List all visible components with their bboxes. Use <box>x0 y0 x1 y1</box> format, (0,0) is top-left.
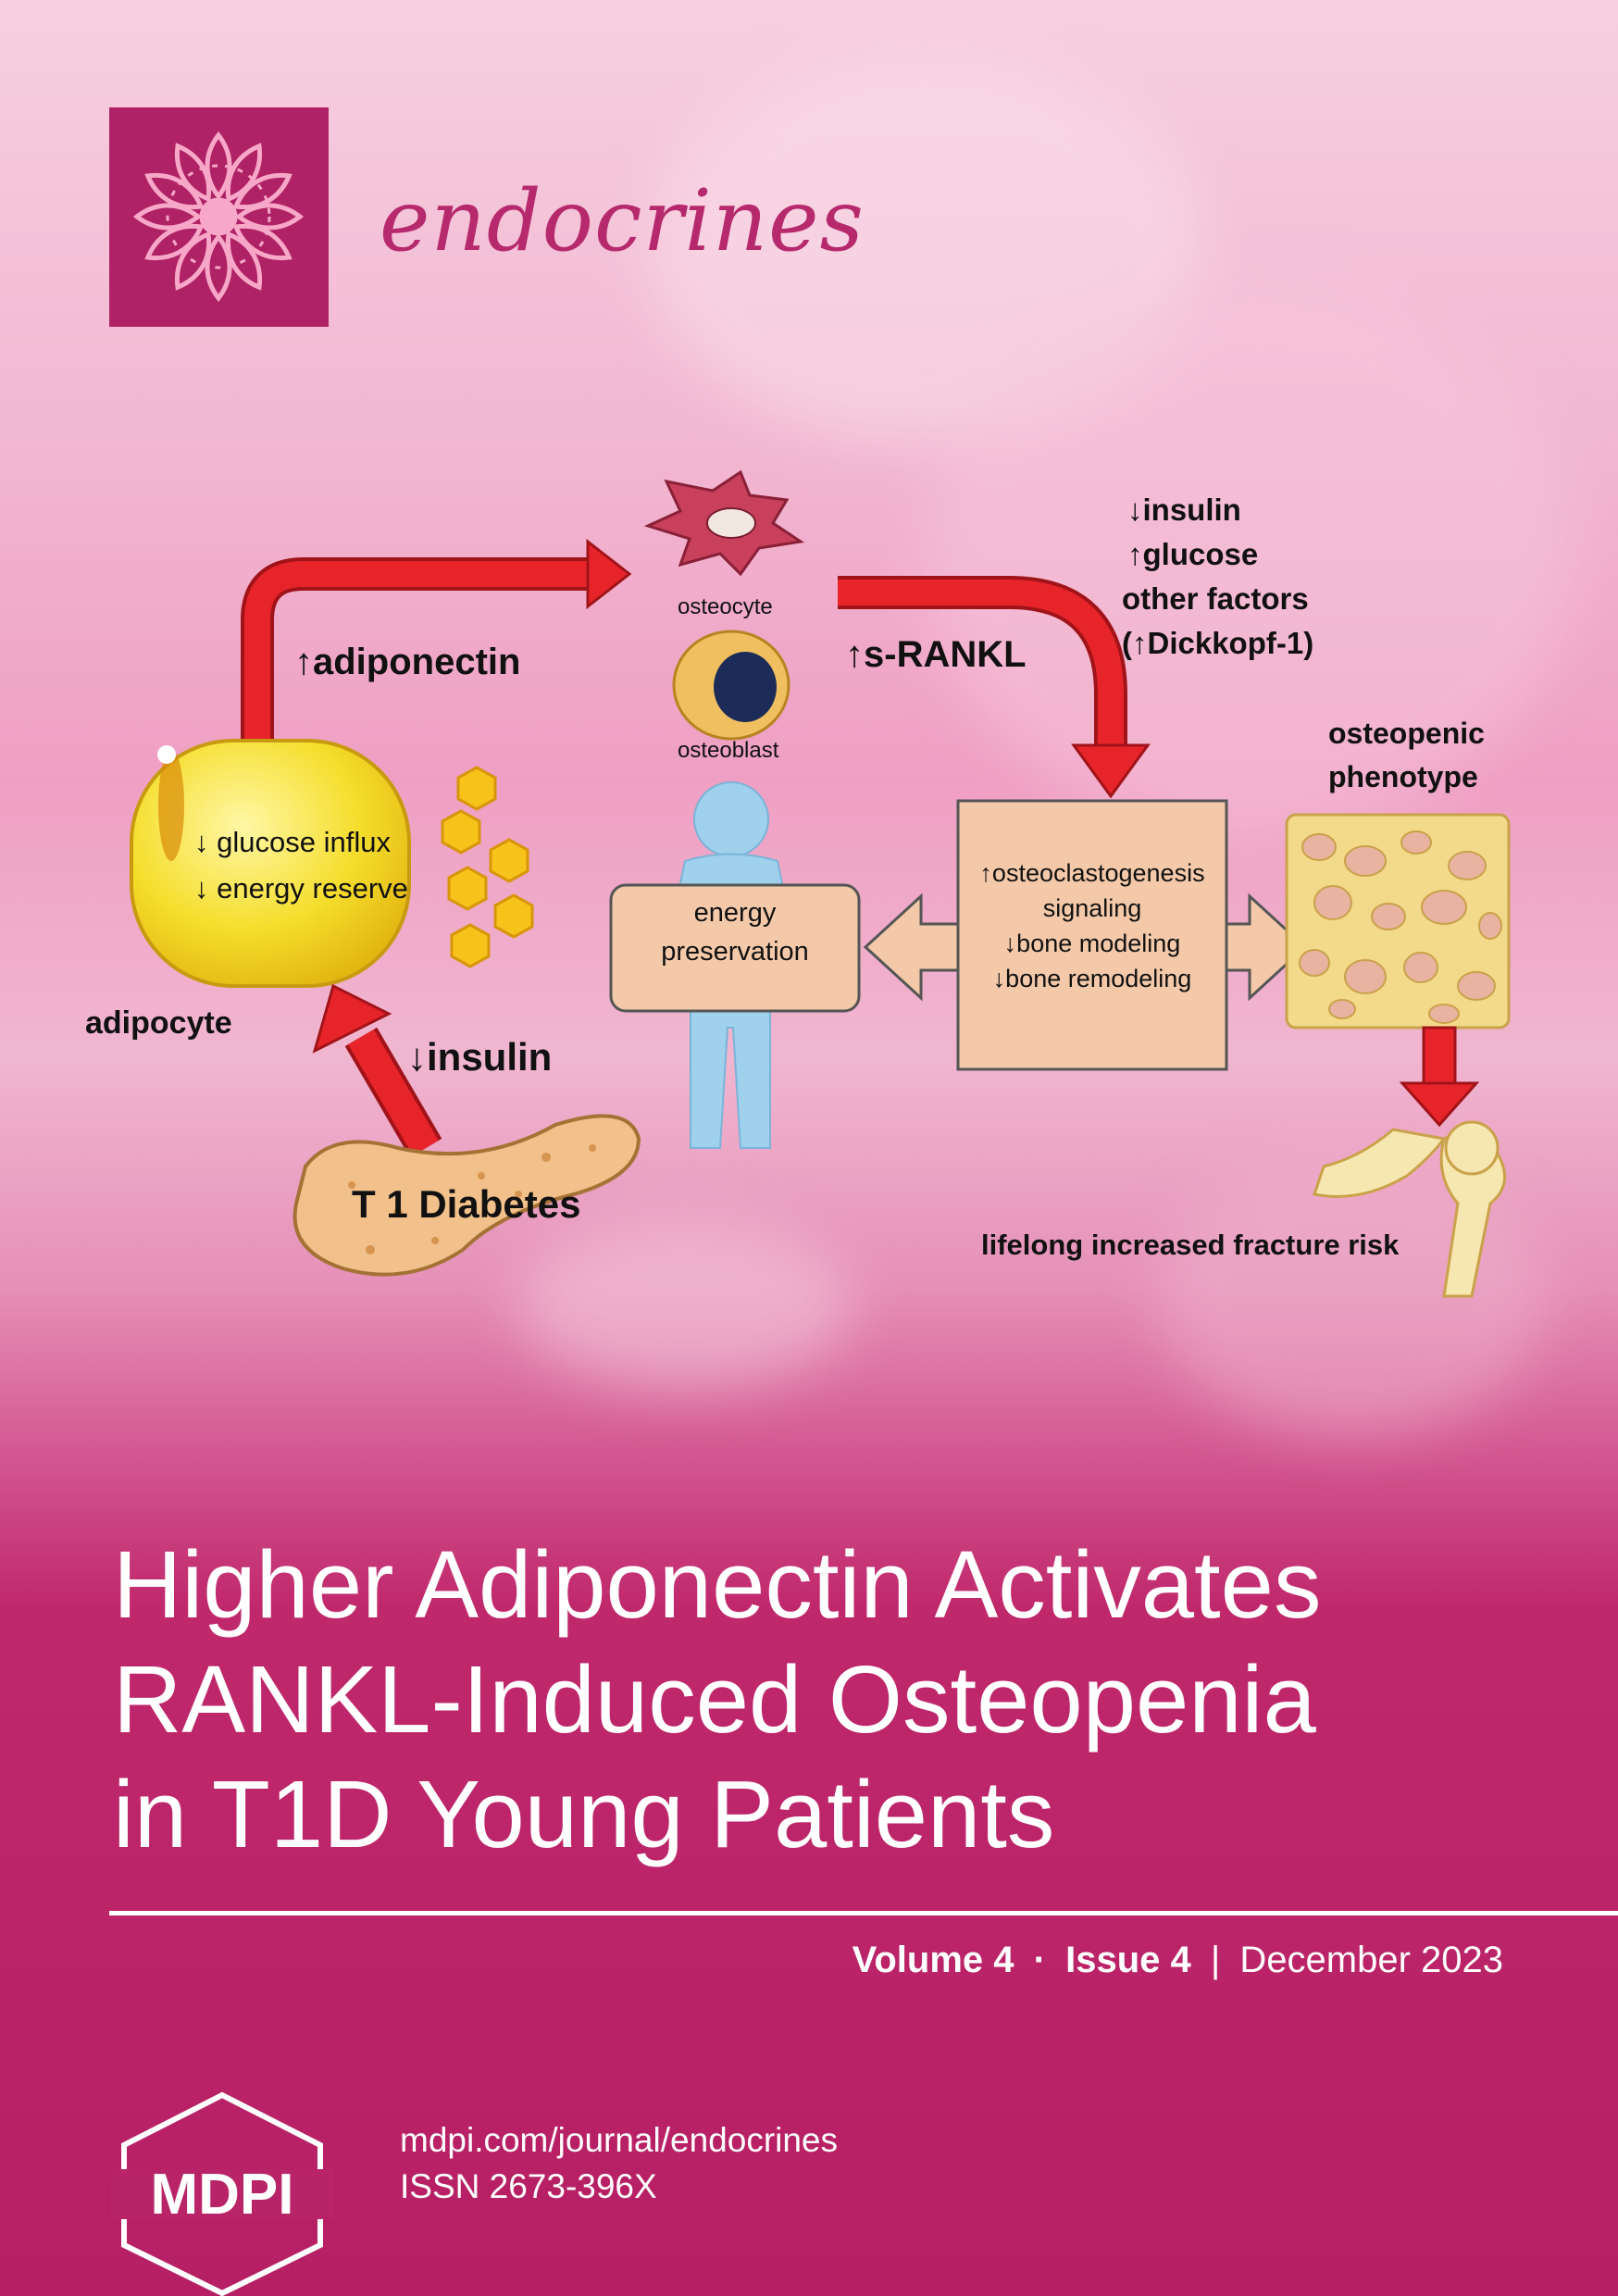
issue-label: Issue 4 <box>1065 1940 1191 1980</box>
t1d-label: T 1 Diabetes <box>352 1182 580 1226</box>
adiponectin-arrow <box>241 538 632 741</box>
title-line-2: RANKL-Induced Osteopenia <box>113 1646 1316 1753</box>
journal-url[interactable]: mdpi.com/journal/endocrines <box>400 2121 839 2159</box>
volume-label: Volume 4 <box>852 1940 1014 1980</box>
journal-logo <box>109 107 329 327</box>
energy-line2: preservation <box>661 937 809 967</box>
adipocyte-label: adipocyte <box>85 1005 232 1041</box>
issue-info: Volume 4 · Issue 4 | December 2023 <box>853 1940 1503 1981</box>
mdpi-logo-text: MDPI <box>151 2163 294 2227</box>
osteoblast-cell <box>672 630 790 741</box>
osteoblast-label: osteoblast <box>678 738 779 763</box>
factor-4: (↑Dickkopf-1) <box>1122 626 1313 660</box>
bg-hand <box>926 278 1574 833</box>
cover-title: Higher Adiponectin Activates RANKL-Induc… <box>113 1528 1557 1872</box>
adipocyte-line2: ↓ energy reserve <box>194 872 408 905</box>
energy-box <box>609 883 861 1013</box>
srankl-label: ↑s-RANKL <box>845 634 1027 675</box>
mdpi-logo: MDPI <box>109 2088 336 2296</box>
energy-line1: energy <box>694 898 777 928</box>
adipocyte-cell <box>130 739 411 988</box>
rosette-icon <box>132 131 305 303</box>
issue-dot: · <box>1033 1940 1046 1980</box>
mechanism-line3: ↓bone modeling <box>1004 930 1181 957</box>
adiponectin-label: ↑adiponectin <box>294 642 520 682</box>
insulin-arrow <box>312 983 442 1158</box>
title-line-1: Higher Adiponectin Activates <box>113 1531 1322 1638</box>
factor-2: ↑glucose <box>1127 537 1258 571</box>
factor-3: other factors <box>1122 581 1309 616</box>
adipocyte-line1: ↓ glucose influx <box>194 826 391 858</box>
graphical-abstract: ↓ glucose influx ↓ energy reserve adipoc… <box>85 469 1511 1298</box>
publisher-info: mdpi.com/journal/endocrines ISSN 2673-39… <box>400 2117 838 2210</box>
mechanism-box <box>956 799 1228 1071</box>
energy-hexagons <box>441 766 534 968</box>
fracture-arrow <box>1399 1026 1480 1128</box>
issue-date: December 2023 <box>1239 1940 1503 1980</box>
pancreas-organ <box>292 1114 641 1277</box>
mdpi-hexagon-icon: MDPI <box>111 2091 334 2296</box>
issue-bar: | <box>1210 1940 1221 1980</box>
srankl-arrow <box>838 576 1151 799</box>
journal-name: endocrines <box>380 171 865 270</box>
osteopenic-line1: osteopenic <box>1328 717 1485 750</box>
osteocyte-label: osteocyte <box>678 594 773 619</box>
mechanism-line4: ↓bone remodeling <box>993 965 1192 992</box>
divider-rule <box>109 1911 1618 1915</box>
fracture-label: lifelong increased fracture risk <box>981 1229 1400 1261</box>
title-line-3: in T1D Young Patients <box>113 1761 1055 1867</box>
osteocyte-cell <box>643 469 805 577</box>
osteopenic-line2: phenotype <box>1328 760 1478 793</box>
bg-pills <box>518 1222 852 1389</box>
femur-bone <box>1313 1120 1507 1298</box>
mechanism-line2: signaling <box>1043 894 1142 922</box>
insulin-label: ↓insulin <box>407 1035 552 1079</box>
mechanism-line1: ↑osteoclastogenesis <box>979 859 1204 887</box>
bone-block <box>1285 813 1511 1029</box>
factor-1: ↓insulin <box>1127 493 1241 527</box>
issn: ISSN 2673-396X <box>400 2167 657 2205</box>
